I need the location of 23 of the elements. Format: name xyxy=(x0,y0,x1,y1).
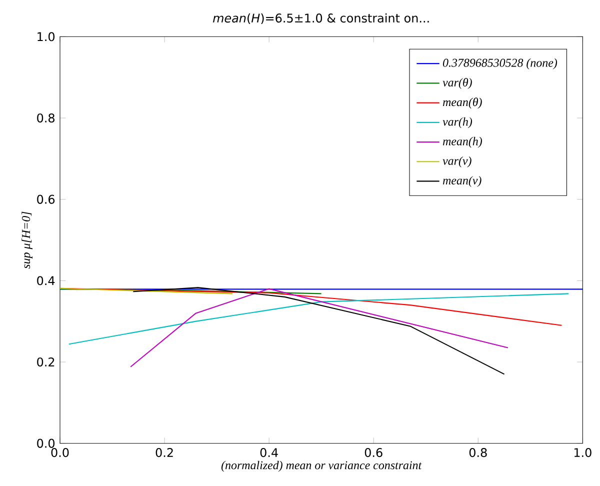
legend-label: mean(h) xyxy=(442,136,482,148)
x-axis-title: (normalized) mean or variance constraint xyxy=(221,460,422,472)
chart-title: mean(H)=6.5±1.0 & constraint on... xyxy=(213,13,429,24)
y-axis-title: sup μ[H=0] xyxy=(22,212,32,269)
legend-label: mean(v) xyxy=(442,176,482,187)
y-tick-label: 0.4 xyxy=(37,276,55,286)
y-tick-label: 0.0 xyxy=(37,438,55,448)
x-tick-label: 0.4 xyxy=(260,448,278,458)
y-tick-label: 0.6 xyxy=(37,194,55,204)
y-tick-label: 1.0 xyxy=(38,32,55,42)
legend-label: var(θ) xyxy=(442,78,472,89)
legend-label: var(v) xyxy=(442,156,472,168)
legend-label: 0.378968530528 (none) xyxy=(443,58,558,70)
line-series xyxy=(68,293,570,345)
x-tick-label: 1.0 xyxy=(574,448,592,458)
y-tick-label: 0.8 xyxy=(37,113,54,123)
x-tick-label: 0.8 xyxy=(469,448,487,458)
legend-label: var(h) xyxy=(442,117,472,128)
y-tick-label: 0.2 xyxy=(37,357,54,367)
x-tick-label: 0.6 xyxy=(364,448,382,458)
legend-label: mean(θ) xyxy=(442,98,482,109)
x-tick-label: 0.0 xyxy=(51,448,69,458)
x-tick-label: 0.2 xyxy=(156,448,173,458)
